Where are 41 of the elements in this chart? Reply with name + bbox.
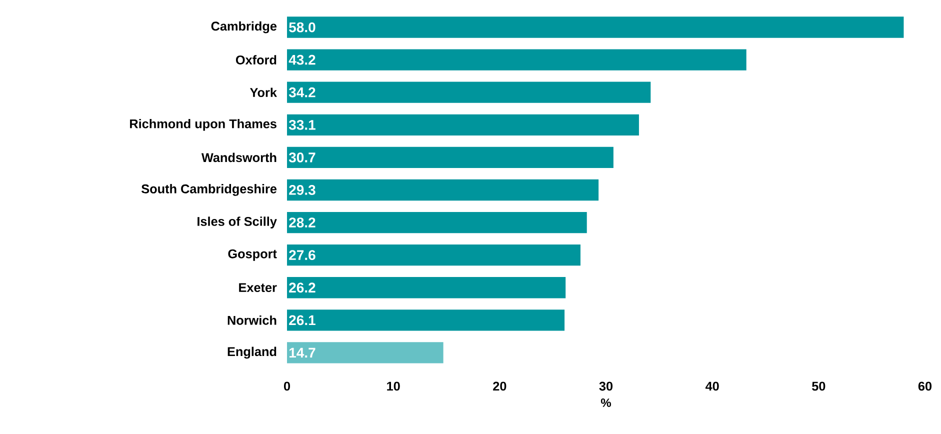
y-tick-label: Richmond upon Thames bbox=[130, 118, 276, 131]
data-label: 29.3 bbox=[289, 185, 316, 195]
data-label: 58.0 bbox=[289, 22, 316, 32]
y-tick-label: Gosport bbox=[228, 249, 277, 261]
bar bbox=[287, 16, 904, 38]
data-label: 27.6 bbox=[289, 250, 316, 260]
data-label: 30.7 bbox=[288, 152, 316, 162]
data-label: 14.7 bbox=[289, 348, 316, 358]
data-label: 33.1 bbox=[288, 120, 316, 130]
data-label: 26.1 bbox=[289, 315, 316, 326]
data-label: 28.2 bbox=[289, 218, 316, 228]
y-tick-label: South Cambridgeshire bbox=[141, 184, 277, 196]
y-tick-label: Cambridge bbox=[211, 21, 277, 34]
bar bbox=[287, 212, 587, 234]
bar bbox=[287, 179, 599, 201]
x-tick-label: 60 bbox=[918, 382, 932, 391]
y-tick-label: Isles of Scilly bbox=[198, 216, 277, 228]
x-tick-label: 40 bbox=[705, 382, 719, 391]
x-axis-title: % bbox=[600, 398, 612, 407]
bar bbox=[287, 342, 444, 364]
y-tick-label: England bbox=[228, 346, 276, 359]
bar bbox=[287, 114, 639, 136]
bar bbox=[287, 244, 580, 266]
data-label: 34.2 bbox=[288, 87, 316, 98]
y-tick-label: Wandsworth bbox=[201, 152, 276, 162]
bar bbox=[287, 277, 566, 298]
bar bbox=[287, 82, 651, 103]
x-tick-label: 10 bbox=[387, 382, 400, 391]
bar bbox=[287, 146, 614, 168]
x-tick-label: 0 bbox=[284, 382, 290, 391]
x-tick-label: 50 bbox=[812, 382, 826, 391]
y-tick-label: Oxford bbox=[236, 55, 276, 64]
y-tick-label: Exeter bbox=[239, 283, 277, 292]
y-tick-label: York bbox=[250, 88, 277, 98]
bar bbox=[287, 49, 746, 70]
x-tick-label: 20 bbox=[493, 382, 506, 391]
data-label: 43.2 bbox=[288, 54, 316, 65]
x-tick-label: 30 bbox=[599, 382, 613, 391]
data-label: 26.2 bbox=[289, 282, 316, 293]
bar bbox=[287, 310, 565, 331]
y-tick-label: Norwich bbox=[228, 316, 276, 325]
